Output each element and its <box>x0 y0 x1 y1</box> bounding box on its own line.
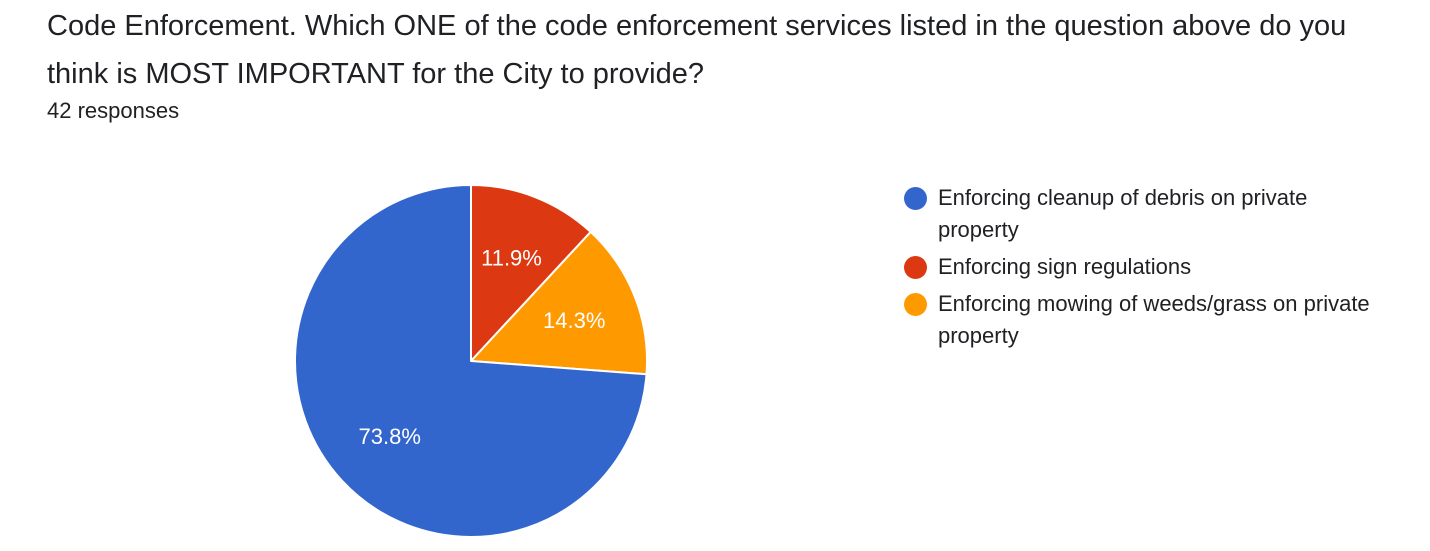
pie-slice-2[interactable] <box>470 230 648 376</box>
legend-label: Enforcing sign regulations <box>938 254 1192 279</box>
legend-item-1[interactable]: Enforcing sign regulations <box>904 251 1374 283</box>
legend-label: Enforcing mowing of weeds/grass on priva… <box>938 291 1370 348</box>
pie-slice-1[interactable] <box>470 184 592 362</box>
legend-swatch-icon <box>904 293 927 316</box>
question-title: Code Enforcement. Which ONE of the code … <box>47 10 1347 90</box>
legend-swatch-icon <box>904 187 927 210</box>
pie-chart: 11.9% 14.3% 73.8% <box>294 184 648 538</box>
legend-item-2[interactable]: Enforcing mowing of weeds/grass on priva… <box>904 288 1374 352</box>
legend-item-0[interactable]: Enforcing cleanup of debris on private p… <box>904 182 1374 246</box>
pie-slice-0[interactable] <box>294 184 648 538</box>
slice-label-2: 14.3% <box>543 308 605 333</box>
legend-label: Enforcing cleanup of debris on private p… <box>938 185 1308 242</box>
response-count: 42 responses <box>47 98 180 123</box>
slice-label-1: 11.9% <box>481 245 542 270</box>
slice-label-0: 73.8% <box>359 424 421 449</box>
legend-swatch-icon <box>904 256 927 279</box>
chart-legend: Enforcing cleanup of debris on private p… <box>904 182 1374 357</box>
